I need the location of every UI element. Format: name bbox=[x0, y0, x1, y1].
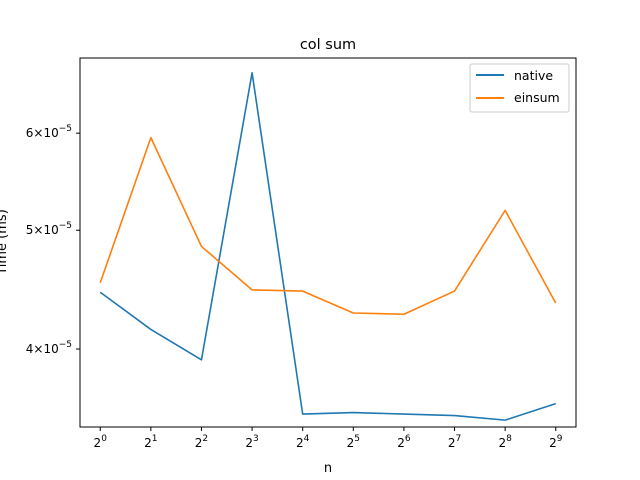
x-tick-label: 22 bbox=[195, 434, 208, 450]
legend-label-einsum: einsum bbox=[514, 90, 560, 105]
x-tick-label: 24 bbox=[296, 434, 310, 450]
x-tick-label: 27 bbox=[448, 434, 461, 450]
series-line-native bbox=[99, 72, 556, 421]
x-tick-label: 21 bbox=[144, 434, 157, 450]
x-tick-label: 29 bbox=[549, 434, 563, 450]
x-axis-title: n bbox=[324, 461, 332, 476]
y-tick-label: 5×10−5 bbox=[26, 221, 72, 237]
x-tick-label: 20 bbox=[94, 434, 108, 450]
y-axis-title: Time (ms) bbox=[0, 209, 10, 276]
x-tick-label: 25 bbox=[347, 434, 360, 450]
legend-label-native: native bbox=[514, 68, 553, 83]
series-layer bbox=[99, 72, 557, 421]
y-axis-ticks: 4×10−5 5×10−5 6×10−5 bbox=[26, 124, 80, 356]
x-tick-label: 23 bbox=[245, 434, 258, 450]
y-tick-label: 4×10−5 bbox=[26, 340, 72, 356]
plot-frame bbox=[79, 57, 577, 428]
chart-title: col sum bbox=[300, 37, 356, 53]
series-line-einsum bbox=[99, 136, 557, 316]
y-tick-label: 6×10−5 bbox=[26, 124, 72, 140]
x-tick-label: 28 bbox=[498, 434, 512, 450]
legend: native einsum bbox=[469, 63, 570, 113]
x-tick-label: 26 bbox=[397, 434, 411, 450]
plot-area bbox=[80, 58, 576, 427]
x-axis-ticks: 20 21 22 23 24 25 26 27 28 29 bbox=[94, 427, 563, 450]
